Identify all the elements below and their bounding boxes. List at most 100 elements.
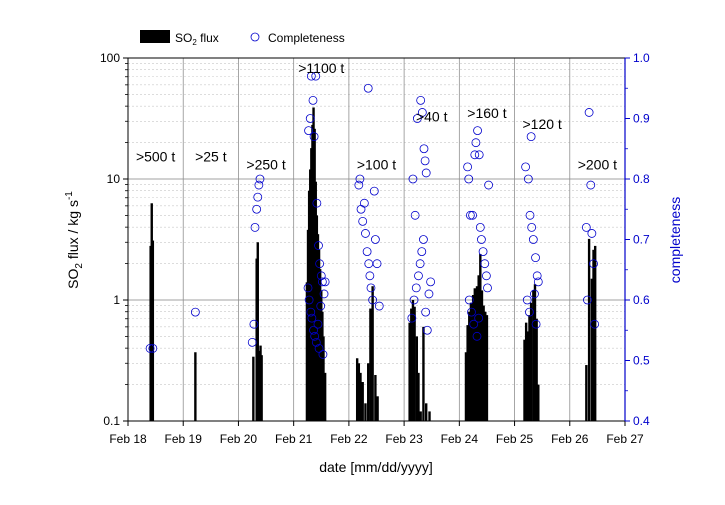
flux-bar [585, 365, 588, 421]
completeness-point [584, 108, 594, 117]
flux-bars [149, 107, 597, 422]
completeness-point [463, 162, 473, 172]
flux-bar [357, 363, 361, 421]
completeness-point [420, 156, 430, 166]
completeness-point [467, 307, 476, 317]
completeness-point [358, 216, 368, 226]
completeness-point [254, 180, 264, 190]
flux-bar [485, 315, 489, 421]
completeness-point [313, 319, 323, 329]
flux-bar [323, 372, 327, 421]
completeness-point [477, 235, 486, 244]
completeness-point [521, 162, 530, 172]
axes: Feb 18 Feb 19 Feb 20 Feb 21 Feb 22 Feb 23 Feb … [100, 51, 650, 446]
completeness-point [306, 307, 316, 317]
y2-tick-label: 1.0 [633, 51, 650, 65]
flux-bar [524, 322, 528, 421]
flux-bar [523, 339, 526, 421]
completeness-point [374, 301, 384, 311]
completeness-point [314, 241, 323, 250]
flux-bar [371, 286, 374, 421]
completeness-point [247, 337, 257, 347]
flux-bar [411, 300, 415, 421]
completeness-point [366, 283, 376, 293]
completeness-point [148, 343, 158, 353]
flux-bar [590, 278, 594, 421]
completeness-point [252, 204, 262, 214]
daily-total-label: >25 t [195, 148, 227, 164]
x-tick-label: Feb 19 [165, 432, 203, 446]
completeness-point [473, 126, 482, 136]
daily-total-labels: >500 t >25 t >250 t >1100 t >100 t >40 t >160 … [136, 60, 617, 172]
completeness-point [480, 259, 490, 269]
flux-bar [471, 294, 475, 421]
x-tick-label: Feb 22 [330, 432, 368, 446]
completeness-point [308, 95, 318, 105]
completeness-point [310, 331, 320, 341]
legend-completeness-marker [250, 32, 260, 42]
completeness-point [525, 210, 535, 220]
completeness-point [530, 289, 539, 299]
completeness-point [312, 198, 322, 208]
completeness-point [316, 301, 326, 311]
daily-total-label: >200 t [578, 156, 617, 172]
completeness-point [465, 210, 475, 220]
completeness-point [525, 307, 534, 317]
flux-bar [482, 305, 485, 421]
completeness-point [370, 235, 380, 244]
x-tick-label: Feb 25 [496, 432, 534, 446]
completeness-point [475, 222, 485, 232]
flux-bar [252, 356, 255, 421]
flux-bar [479, 253, 482, 421]
flux-bar [355, 358, 359, 421]
flux-bar [587, 238, 591, 421]
completeness-point [523, 174, 533, 184]
completeness-point [305, 114, 315, 123]
x-tick-label: Feb 24 [441, 432, 479, 446]
grid [128, 58, 625, 421]
flux-bar [477, 275, 480, 421]
x-tick-label: Feb 18 [109, 432, 147, 446]
y2-tick-label: 0.4 [633, 414, 650, 428]
y2-axis-title: completeness [667, 197, 683, 283]
flux-bar [417, 372, 420, 421]
x-tick-label: Feb 26 [551, 432, 589, 446]
flux-bar [466, 325, 469, 421]
completeness-point [303, 283, 313, 293]
completeness-point [416, 95, 426, 105]
flux-bar [194, 352, 197, 421]
completeness-markers [145, 71, 600, 359]
flux-bar [535, 318, 538, 421]
daily-total-label: >100 t [357, 156, 396, 172]
legend: SO2 flux Completeness [140, 30, 345, 47]
flux-bar [473, 288, 476, 421]
flux-bar [361, 382, 364, 421]
flux-bar [260, 355, 263, 421]
flux-bar [257, 350, 261, 421]
completeness-point [532, 271, 542, 281]
flux-bar [359, 372, 362, 421]
completeness-point [412, 114, 422, 123]
completeness-point [365, 271, 375, 281]
completeness-point [419, 144, 429, 154]
completeness-point [522, 295, 532, 305]
y2-tick-label: 0.6 [633, 293, 650, 307]
completeness-point [311, 71, 321, 81]
completeness-point [426, 277, 436, 287]
completeness-point [409, 295, 419, 305]
flux-bar [419, 411, 422, 421]
daily-total-label: >500 t [136, 148, 175, 164]
completeness-point [369, 186, 379, 196]
completeness-point [407, 313, 417, 323]
completeness-point [589, 259, 598, 269]
daily-total-label: >40 t [416, 108, 448, 124]
completeness-point [145, 343, 155, 353]
x-axis-title: date [mm/dd/yyyy] [319, 459, 433, 475]
completeness-point [414, 271, 423, 281]
y-tick-label: 10 [107, 172, 121, 186]
completeness-point [471, 138, 481, 148]
x-tick-label: Feb 27 [606, 432, 644, 446]
flux-bar [369, 308, 372, 421]
y-tick-label: 1 [113, 293, 120, 307]
completeness-point [355, 174, 365, 184]
